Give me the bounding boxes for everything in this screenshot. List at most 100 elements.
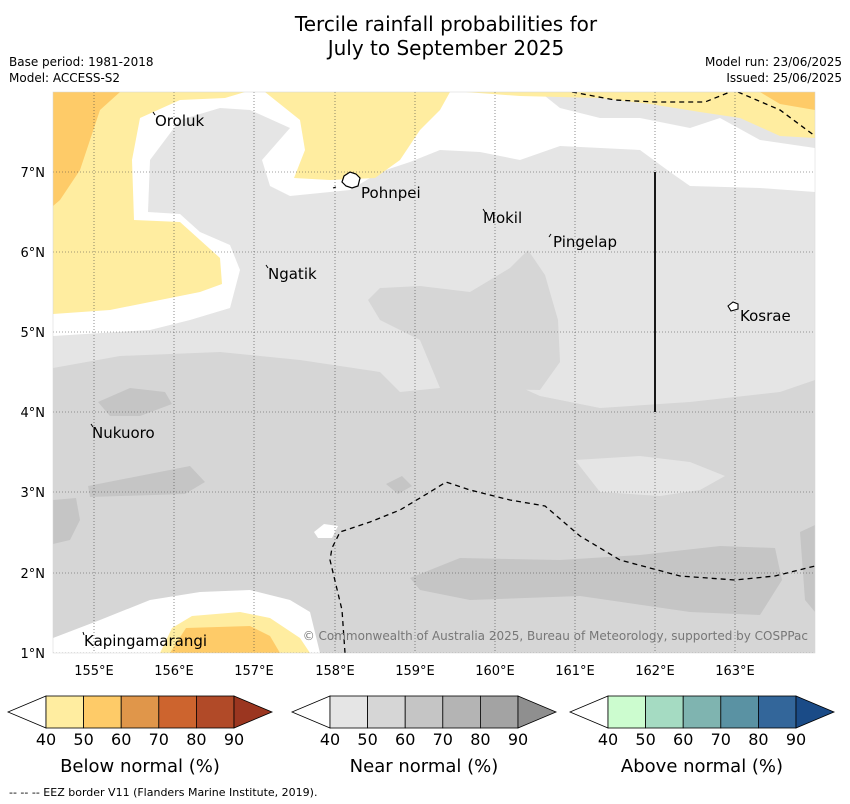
below-normal-50-south	[170, 626, 280, 653]
kosrae-island-outline	[727, 301, 739, 312]
legend-swatch	[682, 695, 722, 729]
legend-title: Above normal (%)	[621, 756, 783, 777]
map-field	[53, 92, 815, 653]
no-signal-islet	[314, 524, 338, 538]
legend-swatch	[120, 695, 160, 729]
legend-swatch	[404, 695, 444, 729]
place-ngatik: Ngatik	[268, 265, 317, 283]
lon-label-161: 161°E	[555, 664, 595, 679]
forecast-map: Oroluk Pohnpei Mokil Pingelap Ngatik Kos…	[6, 91, 836, 777]
place-pingelap: Pingelap	[553, 233, 617, 251]
lat-label-2: 2°N	[21, 567, 46, 582]
legend-swatch	[607, 695, 646, 729]
legend-tick-label: 40	[320, 730, 340, 749]
lon-label-163: 163°E	[715, 664, 755, 679]
legend-tick-label: 90	[224, 730, 244, 749]
below-normal-40-northeast	[465, 92, 815, 138]
lat-label-6: 6°N	[21, 246, 46, 261]
lon-label-155: 155°E	[74, 664, 114, 679]
near-normal-60-east-edge	[800, 525, 815, 612]
legend-swatch	[329, 695, 368, 729]
legend-tick-label: 50	[73, 730, 93, 749]
lon-label-160: 160°E	[475, 664, 515, 679]
atoll-marks	[82, 111, 552, 636]
lat-label-3: 3°N	[21, 486, 46, 501]
legend-title: Below normal (%)	[60, 756, 220, 777]
place-kosrae: Kosrae	[740, 307, 791, 325]
legend-tick-label: 70	[433, 730, 453, 749]
legend-lower-arrow	[290, 695, 331, 729]
eez-border-south	[329, 481, 815, 653]
meta-right: Model run: 23/06/2025 Issued: 25/06/2025	[705, 54, 842, 86]
lat-label-4: 4°N	[21, 406, 46, 421]
lon-label-158: 158°E	[315, 664, 355, 679]
legend-tick-label: 80	[470, 730, 490, 749]
place-kapingamarangi: Kapingamarangi	[84, 632, 207, 650]
legend-upper-arrow	[233, 695, 274, 729]
legend-swatch	[158, 695, 197, 729]
issue-date: Issued: 25/06/2025	[726, 71, 842, 85]
legend-near-normal: 40 50 60 70 80 90 Near normal (%)	[290, 695, 558, 777]
eez-footnote: -- -- -- EEZ border V11 (Flanders Marine…	[9, 786, 318, 799]
legend-swatch	[45, 695, 84, 729]
near-normal-50-blob	[368, 250, 560, 390]
map-frame	[52, 91, 816, 654]
copyright-note: © Commonwealth of Australia 2025, Bureau…	[303, 629, 808, 643]
place-mokil: Mokil	[483, 209, 522, 227]
legend-lower-arrow	[568, 695, 609, 729]
lon-label-162: 162°E	[635, 664, 675, 679]
below-normal-40-pohnpei	[265, 92, 450, 180]
legend-tick-label: 60	[395, 730, 415, 749]
model-name: Model: ACCESS-S2	[9, 71, 121, 85]
legend-swatch	[367, 695, 406, 729]
model-run: Model run: 23/06/2025	[704, 55, 842, 69]
legend-upper-arrow	[795, 695, 836, 729]
lat-label-1: 1°N	[21, 647, 46, 662]
legend-tick-label: 70	[711, 730, 731, 749]
below-normal-40-north	[53, 92, 245, 314]
lon-label-159: 159°E	[395, 664, 435, 679]
near-normal-60-small	[386, 476, 412, 494]
legend-tick-label: 40	[598, 730, 618, 749]
base-period: Base period: 1981-2018	[9, 55, 154, 69]
legend-swatch	[442, 695, 481, 729]
place-nukuoro: Nukuoro	[92, 424, 155, 442]
legend-lower-arrow	[6, 695, 47, 729]
legend-tick-label: 40	[36, 730, 56, 749]
pohnpei-island-outline	[341, 171, 361, 189]
legend-title: Near normal (%)	[350, 756, 499, 777]
near-normal-40-blob-south	[575, 456, 725, 496]
near-normal-60-strip	[88, 466, 205, 497]
legend-tick-label: 50	[357, 730, 377, 749]
legend-swatch	[195, 695, 235, 729]
eez-border-north	[571, 92, 815, 137]
place-oroluk: Oroluk	[155, 112, 204, 130]
map-gridlines	[53, 92, 815, 653]
near-normal-60-blob-west	[98, 388, 172, 416]
legend-swatch	[83, 695, 122, 729]
legend-tick-label: 70	[149, 730, 169, 749]
near-normal-40-area-north	[53, 92, 815, 408]
meta-left: Base period: 1981-2018 Model: ACCESS-S2	[9, 54, 154, 86]
title-line-1: Tercile rainfall probabilities for	[294, 12, 598, 36]
below-normal-50-west	[53, 92, 120, 206]
legend-tick-label: 60	[111, 730, 131, 749]
below-normal-50-northeast	[760, 92, 815, 110]
legend-swatch	[720, 695, 759, 729]
legend-tick-label: 90	[508, 730, 528, 749]
legend-swatch	[645, 695, 684, 729]
legend-swatch	[758, 695, 797, 729]
legend-swatch	[479, 695, 519, 729]
legend-tick-label: 80	[748, 730, 768, 749]
page-title: Tercile rainfall probabilities for July …	[0, 12, 850, 60]
lon-label-157: 157°E	[234, 664, 274, 679]
legend-tick-label: 80	[186, 730, 206, 749]
near-normal-60-west-edge	[53, 498, 80, 544]
title-line-2: July to September 2025	[327, 36, 565, 60]
legend-tick-label: 90	[786, 730, 806, 749]
lon-label-156: 156°E	[154, 664, 194, 679]
lat-label-7: 7°N	[21, 166, 46, 181]
near-normal-60-band	[410, 546, 782, 615]
